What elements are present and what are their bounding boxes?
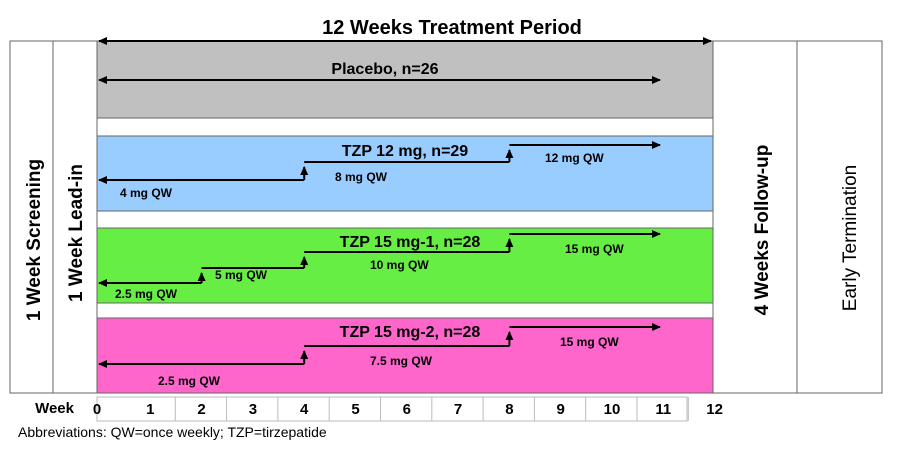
screening-column (9, 40, 54, 394)
dose-label: 15 mg QW (560, 335, 619, 349)
dose-label: 4 mg QW (120, 186, 173, 200)
arm-name-placebo: Placebo, n=26 (331, 61, 438, 78)
week-tick-label: 8 (505, 401, 513, 418)
leadin-column (52, 40, 98, 394)
dose-steps: 4 mg QW 8 mg QW 12 mg QW 2.5 mg QW 5 mg QW 10… (98, 141, 661, 388)
week-ticks: 0 1 2 3 4 5 6 7 8 9 10 11 12 (93, 397, 723, 421)
dose-label: 7.5 mg QW (370, 354, 433, 368)
dose-label: 8 mg QW (335, 170, 388, 184)
dose-label: 5 mg QW (215, 268, 268, 282)
week-tick-label: 5 (351, 401, 359, 418)
week-axis-box (96, 396, 688, 422)
week-tick-label: 4 (300, 401, 309, 418)
dose-label: 10 mg QW (370, 258, 429, 272)
arm-name-tzp12: TZP 12 mg, n=29 (342, 143, 469, 160)
tzp15-1-band (96, 227, 714, 304)
arm-name-tzp15-2: TZP 15 mg-2, n=28 (340, 324, 481, 341)
arm-name-tzp15-1: TZP 15 mg-1, n=28 (340, 234, 481, 251)
diagram-title: 12 Weeks Treatment Period (322, 17, 582, 39)
screening-label: 1 Week Screening (24, 159, 45, 321)
dose-label: 2.5 mg QW (115, 287, 178, 301)
week-axis-label: Week (35, 400, 75, 417)
dose-label: 2.5 mg QW (158, 374, 221, 388)
week-tick-label: 7 (454, 401, 462, 418)
followup-column (712, 40, 798, 394)
week-tick-label: 2 (197, 401, 205, 418)
footnote: Abbreviations: QW=once weekly; TZP=tirze… (18, 424, 327, 440)
week-tick-label: 11 (655, 401, 671, 418)
week-tick-label: 9 (557, 401, 565, 418)
tzp15-2-band (96, 317, 714, 394)
week-tick-label: 6 (403, 401, 411, 418)
dose-label: 12 mg QW (545, 151, 604, 165)
week-tick-label: 3 (249, 401, 257, 418)
followup-label: 4 Weeks Follow-up (752, 145, 773, 316)
tzp12-band (96, 135, 714, 212)
termination-label: Early Termination (840, 165, 861, 311)
week-tick-label: 1 (146, 401, 154, 418)
termination-column (796, 40, 883, 394)
week-tick-label: 10 (604, 401, 621, 418)
dose-label: 15 mg QW (565, 242, 624, 256)
week-tick-label: 0 (93, 401, 101, 418)
leadin-label: 1 Week Lead-in (66, 164, 87, 302)
week-tick-label: 12 (706, 401, 723, 418)
